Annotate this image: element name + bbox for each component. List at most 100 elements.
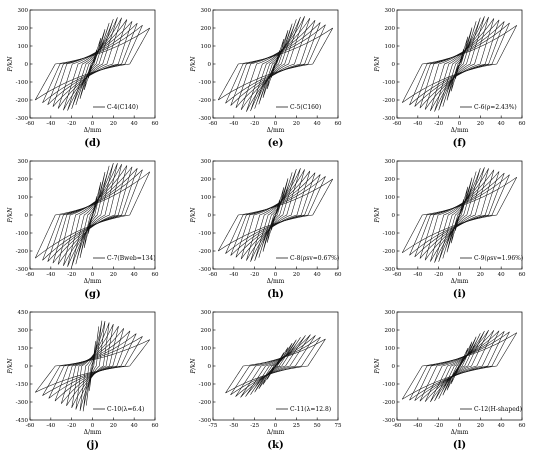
y-tick-label: 300 (385, 310, 396, 316)
x-tick-label: 20 (477, 121, 484, 127)
x-tick-label: -20 (67, 423, 76, 429)
y-tick-label: -300 (199, 418, 212, 424)
y-tick-label: -450 (16, 418, 29, 424)
x-tick-label: 40 (314, 272, 321, 278)
hysteresis-loop (82, 320, 103, 412)
y-tick-label: -300 (383, 267, 396, 273)
y-tick-label: 200 (385, 26, 396, 32)
x-tick-label: 75 (335, 423, 342, 429)
y-axis-label: P/kN (374, 207, 381, 224)
x-tick-label: -60 (26, 272, 35, 278)
y-tick-label: 0 (208, 62, 212, 68)
hysteresis-loop (79, 29, 106, 99)
hysteresis-loop (83, 37, 102, 91)
hysteresis-loop (230, 336, 321, 396)
y-tick-label: 300 (18, 8, 29, 14)
hysteresis-loop (79, 171, 106, 259)
y-tick-label: -200 (199, 98, 212, 104)
x-tick-label: -20 (67, 272, 76, 278)
x-tick-label: -75 (209, 423, 218, 429)
x-tick-label: 60 (335, 272, 342, 278)
hysteresis-loop (34, 339, 151, 393)
hysteresis-loop (54, 330, 131, 402)
x-tick-label: -40 (413, 272, 422, 278)
hysteresis-loop (34, 171, 151, 259)
hysteresis-loop (48, 333, 137, 399)
legend-label: C-9(ρsv=1.96%) (474, 255, 523, 262)
y-tick-label: -100 (199, 382, 212, 388)
x-tick-label: 40 (314, 121, 321, 127)
y-axis-label: P/kN (7, 358, 14, 375)
subfigure-label: (i) (453, 289, 466, 300)
hysteresis-loop (71, 162, 114, 268)
y-tick-label: 100 (385, 44, 396, 50)
x-tick-label: 0 (91, 423, 95, 429)
y-tick-label: -100 (16, 231, 29, 237)
y-tick-label: 100 (18, 195, 29, 201)
hysteresis-loop (225, 338, 326, 394)
hysteresis-loop (442, 21, 477, 107)
y-tick-label: -300 (16, 267, 29, 273)
hysteresis-loop (419, 171, 500, 259)
hysteresis-series (34, 17, 151, 111)
y-tick-label: -100 (199, 231, 212, 237)
y-tick-label: -200 (383, 400, 396, 406)
y-tick-label: 200 (18, 177, 29, 183)
x-tick-label: 20 (293, 121, 300, 127)
hysteresis-loop (414, 21, 505, 107)
x-axis-label: Δ/mm (451, 429, 469, 436)
subfigure-label: (h) (267, 289, 284, 300)
x-tick-label: 40 (131, 272, 138, 278)
y-tick-label: 200 (18, 26, 29, 32)
y-tick-label: 150 (18, 346, 29, 352)
y-tick-label: -100 (383, 231, 396, 237)
x-tick-label: -40 (229, 272, 238, 278)
hysteresis-loop (66, 325, 119, 407)
hysteresis-loop (52, 21, 133, 107)
hysteresis-loop (71, 323, 114, 409)
x-tick-label: -20 (434, 121, 443, 127)
hysteresis-loop (75, 165, 110, 265)
y-axis-label: P/kN (7, 207, 14, 224)
x-tick-label: -25 (250, 423, 259, 429)
hysteresis-loop (42, 24, 143, 104)
hysteresis-loop (419, 19, 500, 109)
y-tick-label: 300 (201, 159, 212, 165)
legend-label: C-6(ρ=2.43%) (474, 104, 517, 111)
hysteresis-loop (235, 172, 316, 258)
y-tick-label: 100 (201, 44, 212, 50)
y-tick-label: -300 (383, 418, 396, 424)
hysteresis-loop (57, 19, 128, 109)
hysteresis-loop (47, 168, 138, 262)
hysteresis-loop (230, 22, 321, 106)
hysteresis-loop (217, 178, 334, 252)
y-tick-label: 200 (201, 26, 212, 32)
chart-panel-k: 300 200 100 0 -100 -200 -300-75 -50 -25 0 25 50 75 Δ/… (190, 310, 342, 451)
x-tick-label: -60 (393, 121, 402, 127)
y-tick-label: -100 (16, 80, 29, 86)
hysteresis-loop (438, 17, 481, 111)
hysteresis-loop (47, 22, 138, 106)
hysteresis-series (225, 334, 326, 398)
x-tick-label: 0 (274, 272, 278, 278)
legend-label: C-11(λ=12.8) (290, 406, 331, 413)
y-tick-label: 450 (18, 310, 29, 316)
hysteresis-loop (401, 332, 518, 400)
x-tick-label: -40 (413, 121, 422, 127)
x-tick-label: -60 (209, 121, 218, 127)
x-tick-label: -60 (393, 272, 402, 278)
hysteresis-loop (75, 22, 110, 106)
hysteresis-loop (42, 336, 143, 396)
hysteresis-loop (63, 164, 122, 266)
hysteresis-loop (262, 178, 289, 252)
hysteresis-loop (446, 341, 473, 391)
hysteresis-loop (258, 23, 293, 105)
y-tick-label: -200 (383, 98, 396, 104)
x-axis-label: Δ/mm (267, 127, 285, 134)
y-tick-label: -100 (383, 382, 396, 388)
y-tick-label: -300 (16, 116, 29, 122)
